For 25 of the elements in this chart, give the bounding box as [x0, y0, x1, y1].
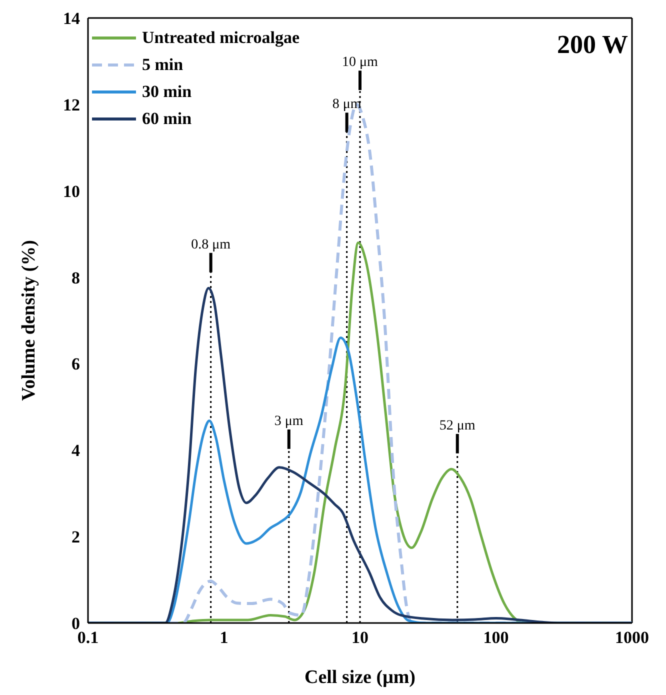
- ref-line-label: 8 μm: [332, 97, 362, 112]
- x-axis-title: Cell size (μm): [304, 667, 416, 688]
- y-tick-label: 4: [72, 441, 80, 460]
- x-tick-label: 10: [352, 628, 368, 648]
- ref-line-label: 0.8 μm: [191, 237, 231, 252]
- y-tick-label: 0: [72, 614, 80, 634]
- y-tick-label: 2: [72, 528, 80, 547]
- x-tick-label: 1000: [615, 628, 649, 648]
- ref-line-label: 10 μm: [342, 55, 378, 70]
- ref-line-label: 52 μm: [439, 418, 476, 434]
- y-axis-title: Volume density (%): [18, 240, 40, 401]
- y-tick-label: 12: [63, 95, 80, 114]
- y-tick-label: 14: [63, 9, 80, 28]
- legend-label: 30 min: [142, 82, 192, 102]
- x-tick-label: 0.1: [77, 628, 99, 648]
- ref-line-label: 3 μm: [274, 414, 304, 429]
- y-tick-label: 6: [72, 354, 80, 374]
- x-tick-label: 100: [483, 628, 509, 648]
- legend-label: 5 min: [142, 54, 184, 74]
- y-tick-label: 10: [63, 182, 80, 201]
- x-tick-label: 1: [220, 628, 228, 648]
- annotation: 200 W: [556, 30, 628, 60]
- legend-label: 60 min: [142, 108, 192, 128]
- legend-label: Untreated microalgae: [142, 28, 300, 48]
- y-tick-label: 8: [72, 268, 80, 288]
